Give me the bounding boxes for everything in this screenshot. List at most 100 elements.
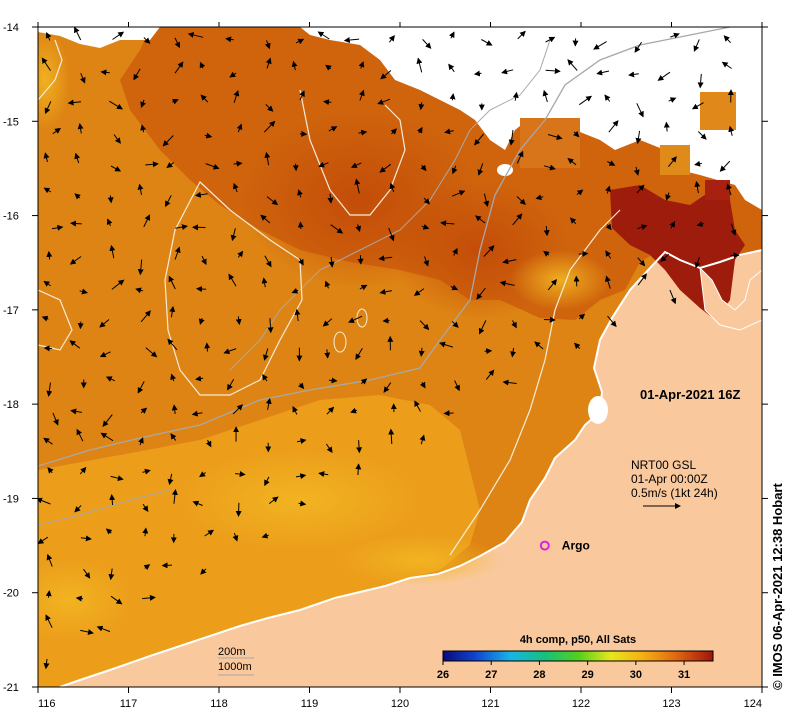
current-arrow: [105, 528, 113, 535]
depth-legend-deep: 1000m: [218, 661, 252, 673]
current-arrow: [696, 221, 704, 227]
current-arrow: [476, 287, 486, 300]
current-arrow: [723, 35, 731, 44]
current-arrow: [45, 31, 52, 41]
colorbar-tick-label: 29: [582, 669, 594, 681]
current-arrow: [608, 120, 619, 133]
current-arrow: [145, 347, 158, 358]
current-arrow: [512, 91, 519, 101]
current-arrow: [199, 471, 206, 478]
current-arrow: [196, 286, 207, 293]
current-arrow: [162, 135, 174, 147]
current-arrow: [477, 163, 484, 176]
current-arrow: [418, 347, 425, 357]
current-arrow: [318, 471, 329, 478]
current-arrow: [499, 280, 515, 287]
current-arrow: [388, 35, 395, 43]
current-arrow: [478, 320, 487, 335]
current-arrow: [264, 40, 271, 50]
current-arrow: [228, 273, 237, 287]
current-arrow: [292, 406, 298, 415]
current-arrow: [419, 434, 426, 445]
current-arrow: [483, 193, 490, 208]
current-arrow: [171, 98, 179, 105]
current-arrow: [137, 259, 144, 276]
current-arrow: [668, 156, 677, 168]
current-arrow: [225, 36, 234, 43]
current-arrow: [473, 70, 482, 77]
map-plot-area: [38, 27, 762, 687]
current-arrow: [543, 316, 556, 323]
current-arrow: [451, 190, 466, 197]
current-arrow: [295, 473, 307, 480]
current-arrow: [576, 189, 584, 196]
current-arrow: [693, 39, 700, 52]
current-arrow: [665, 192, 671, 201]
current-arrow: [633, 166, 640, 176]
current-arrow: [229, 71, 237, 78]
current-arrow: [475, 215, 486, 224]
current-arrow: [578, 313, 586, 320]
current-arrow: [569, 217, 577, 225]
current-arrow: [483, 245, 495, 257]
current-arrow: [326, 406, 335, 415]
current-arrow: [512, 213, 523, 226]
current-arrow: [143, 564, 151, 571]
sst-fragment: [700, 92, 736, 130]
current-arrow: [637, 224, 648, 231]
current-arrow: [694, 257, 701, 269]
current-arrow: [444, 128, 454, 135]
current-arrow: [355, 463, 362, 476]
colorbar-title: 4h comp, p50, All Sats: [520, 634, 636, 646]
current-arrow: [74, 193, 81, 200]
current-arrow: [79, 466, 87, 475]
lon-tick-label: 123: [662, 698, 680, 710]
isotherm-contour: [449, 209, 621, 556]
current-arrow: [69, 256, 82, 265]
current-arrow: [297, 438, 307, 445]
current-arrow: [46, 250, 53, 260]
current-arrow: [547, 134, 563, 140]
current-arrow: [232, 532, 239, 542]
bathymetry-contour: [229, 39, 551, 371]
current-arrow: [669, 289, 677, 305]
current-arrow: [110, 595, 123, 605]
timestamp-label: 01-Apr-2021 16Z: [640, 387, 740, 402]
current-arrow: [668, 97, 677, 103]
current-arrow: [268, 496, 279, 504]
lon-tick-label: 116: [38, 698, 56, 710]
current-arrow: [604, 94, 611, 102]
credit-label: © IMOS 06-Apr-2021 12:38 Hobart: [770, 483, 785, 690]
current-arrow: [325, 64, 332, 71]
current-arrow: [201, 255, 207, 266]
sst-fragment: [705, 180, 730, 200]
current-arrow: [264, 476, 270, 487]
current-arrow: [721, 61, 732, 69]
current-arrow: [449, 93, 456, 101]
current-arrow: [694, 180, 701, 194]
current-arrow: [328, 377, 338, 384]
current-arrow: [421, 223, 430, 230]
current-arrow: [80, 535, 92, 542]
current-arrow: [174, 246, 181, 260]
current-arrow: [419, 320, 430, 331]
current-arrow: [317, 31, 330, 40]
current-arrow: [200, 94, 209, 103]
argo-label: Argo: [562, 539, 590, 553]
lon-tick-label: 121: [481, 698, 499, 710]
current-arrow: [70, 408, 82, 415]
lon-tick-label: 124: [744, 698, 762, 710]
current-arrow: [264, 151, 271, 166]
current-arrow: [669, 221, 676, 229]
current-arrow: [297, 221, 304, 229]
argo-float-marker[interactable]: [539, 540, 550, 551]
current-arrow: [637, 257, 646, 267]
current-arrow: [327, 193, 334, 204]
current-arrow: [41, 57, 51, 71]
current-arrow: [51, 224, 64, 231]
colorbar-tick-label: 30: [630, 669, 642, 681]
current-arrow: [195, 375, 204, 382]
current-arrow: [545, 36, 556, 43]
current-arrow: [389, 182, 396, 193]
lon-tick-label: 119: [301, 698, 319, 710]
